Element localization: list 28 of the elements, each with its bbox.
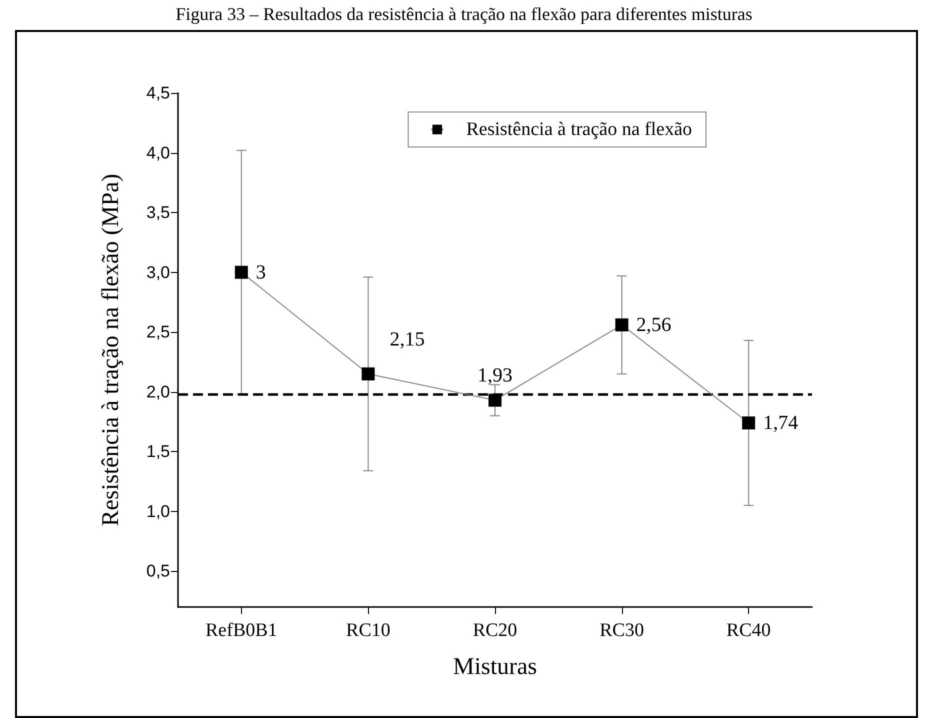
x-tick-label: RefB0B1 bbox=[206, 620, 278, 641]
y-tick-label: 2,5 bbox=[146, 322, 170, 342]
y-tick-label: 4,0 bbox=[146, 143, 170, 162]
x-axis-title: Misturas bbox=[453, 654, 537, 680]
y-tick-label: 3,0 bbox=[146, 262, 170, 282]
y-tick-label: 2,0 bbox=[146, 382, 170, 402]
data-label: 1,74 bbox=[763, 412, 798, 434]
point bbox=[742, 416, 756, 430]
point bbox=[615, 318, 628, 332]
data-label: 1,93 bbox=[478, 364, 512, 387]
data-label: 2,56 bbox=[636, 314, 672, 336]
point bbox=[234, 266, 248, 279]
y-tick-label: 0,5 bbox=[146, 562, 170, 581]
y-tick-label: 1,5 bbox=[146, 442, 170, 462]
legend-label: Resistência à tração na flexão bbox=[466, 119, 692, 140]
x-tick-label: RC10 bbox=[346, 620, 390, 641]
y-axis-title: Resistência à tração na flexão (MPa) bbox=[98, 174, 124, 526]
y-tick-label: 1,0 bbox=[146, 502, 170, 521]
x-tick-label: RC40 bbox=[726, 620, 771, 641]
data-label: 2,15 bbox=[390, 328, 425, 350]
data-label: 3 bbox=[256, 261, 266, 284]
x-tick-label: RC30 bbox=[600, 620, 644, 641]
y-tick-label: 4,5 bbox=[146, 84, 170, 102]
x-tick-label: RC20 bbox=[472, 620, 518, 641]
point bbox=[362, 367, 375, 380]
y-tick-label: 3,5 bbox=[146, 203, 170, 222]
chart-title: Figura 33 – Resultados da resistência à tração na flexão para diferentes misturas bbox=[176, 4, 752, 24]
point bbox=[488, 394, 502, 407]
